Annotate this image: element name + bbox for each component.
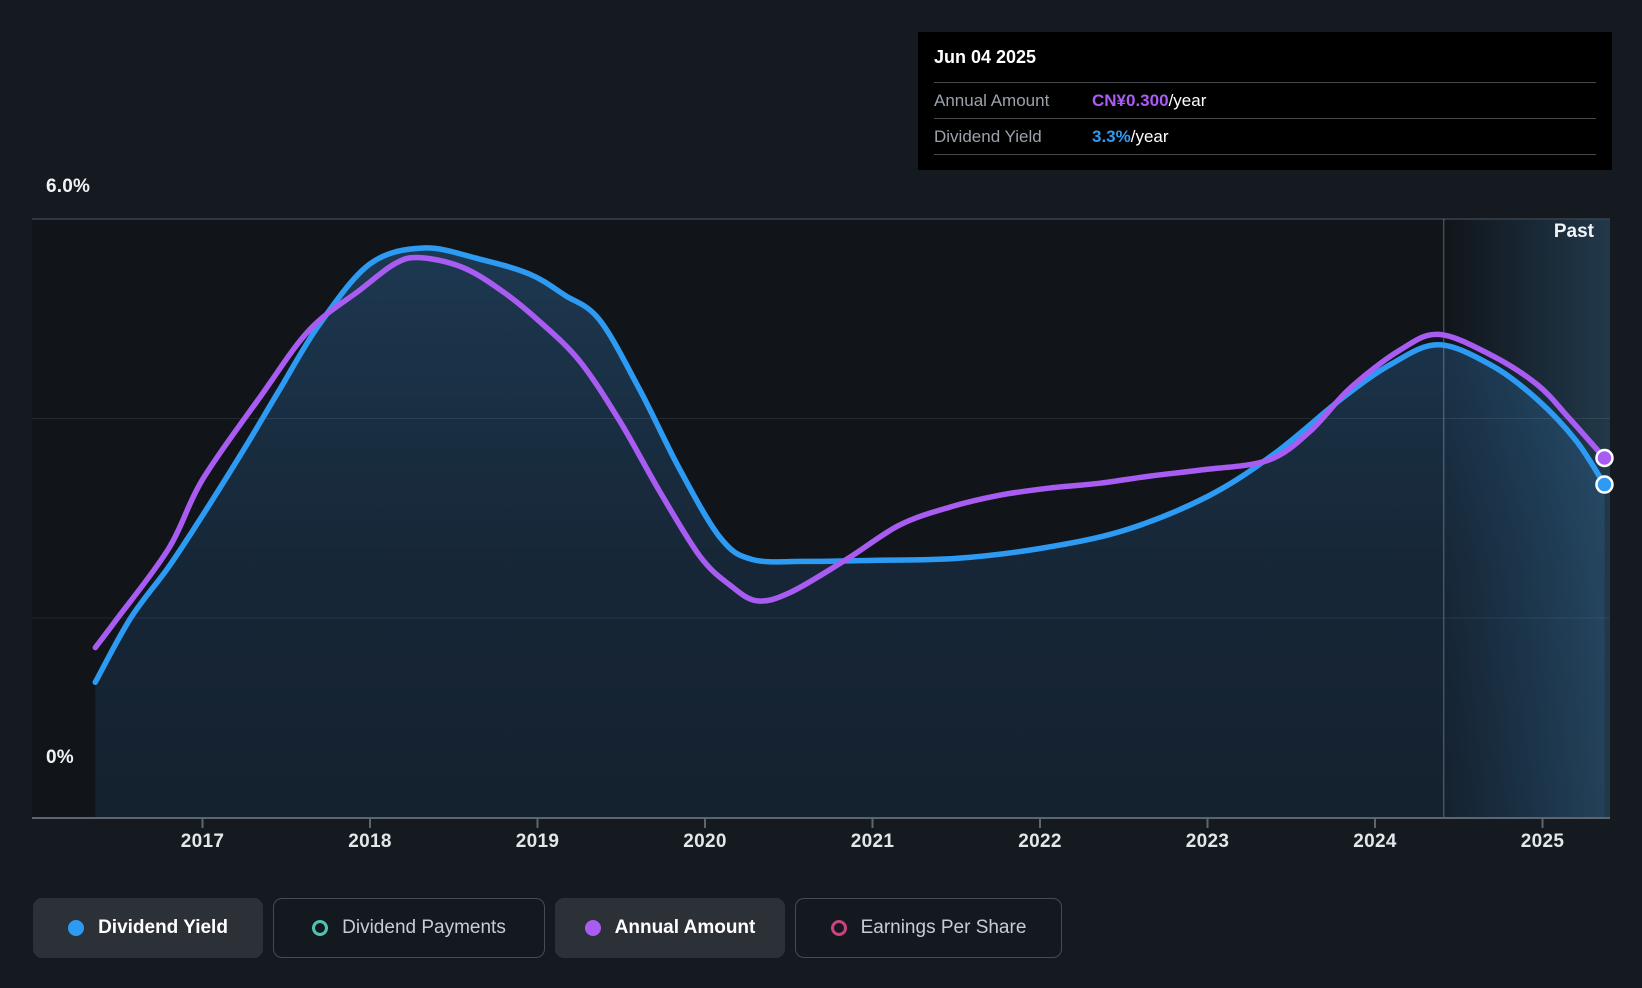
annual-amount-line[interactable]: [92, 254, 1608, 651]
earnings-per-share-circle-icon: [830, 920, 847, 936]
legend-toggle-earnings-per-share[interactable]: Earnings Per Share: [795, 898, 1062, 958]
tooltip-suffix: /year: [1168, 90, 1207, 110]
x-tick-2020: 2020: [683, 831, 727, 852]
x-tick-2023: 2023: [1185, 831, 1230, 852]
legend-label: Annual Amount: [614, 917, 756, 938]
legend-toggle-dividend-payments[interactable]: Dividend Payments: [273, 898, 545, 958]
yield-area-fill: [95, 247, 1605, 819]
legend-label: Earnings Per Share: [860, 917, 1027, 938]
tooltip-row-dividend-yield: Dividend Yield 3.3% /year: [934, 118, 1596, 155]
legend: Dividend Yield Dividend Payments Annual …: [33, 898, 1062, 958]
tooltip-value: CN¥0.300: [1092, 90, 1169, 110]
dividend-payments-circle-icon: [312, 920, 329, 936]
x-tick-2018: 2018: [348, 831, 392, 852]
annual-amount-dot-icon: [584, 920, 601, 936]
y-axis-label-max: 6.0%: [46, 176, 91, 197]
legend-toggle-dividend-yield[interactable]: Dividend Yield: [33, 898, 263, 958]
tooltip-value: 3.3%: [1092, 126, 1131, 146]
x-tick-2024: 2024: [1353, 831, 1397, 852]
x-tick-2017: 2017: [180, 831, 225, 852]
x-tick-2025: 2025: [1520, 831, 1565, 852]
past-region-overlay: [1443, 219, 1610, 818]
legend-toggle-annual-amount[interactable]: Annual Amount: [555, 898, 785, 958]
x-tick-2022: 2022: [1018, 831, 1062, 852]
tooltip-row-annual-amount: Annual Amount CN¥0.300 /year: [934, 82, 1596, 118]
dividend-yield-line[interactable]: [92, 245, 1608, 685]
x-axis-ticks: [201, 819, 1544, 828]
x-tick-2021: 2021: [850, 831, 895, 852]
tooltip-suffix: /year: [1130, 126, 1169, 146]
past-label: Past: [1553, 221, 1594, 242]
tooltip-date: Jun 04 2025: [934, 46, 1037, 67]
y-axis-label-zero: 0%: [46, 747, 74, 768]
x-tick-2019: 2019: [515, 831, 560, 852]
dividend-yield-dot-icon: [68, 920, 85, 936]
series-endpoint-markers: [1595, 448, 1614, 494]
tooltip-label: Annual Amount: [934, 90, 1050, 110]
legend-label: Dividend Payments: [342, 917, 506, 938]
legend-label: Dividend Yield: [98, 917, 228, 938]
tooltip-label: Dividend Yield: [934, 126, 1042, 146]
chart-tooltip: Jun 04 2025 Annual Amount CN¥0.300 /year…: [918, 32, 1612, 170]
